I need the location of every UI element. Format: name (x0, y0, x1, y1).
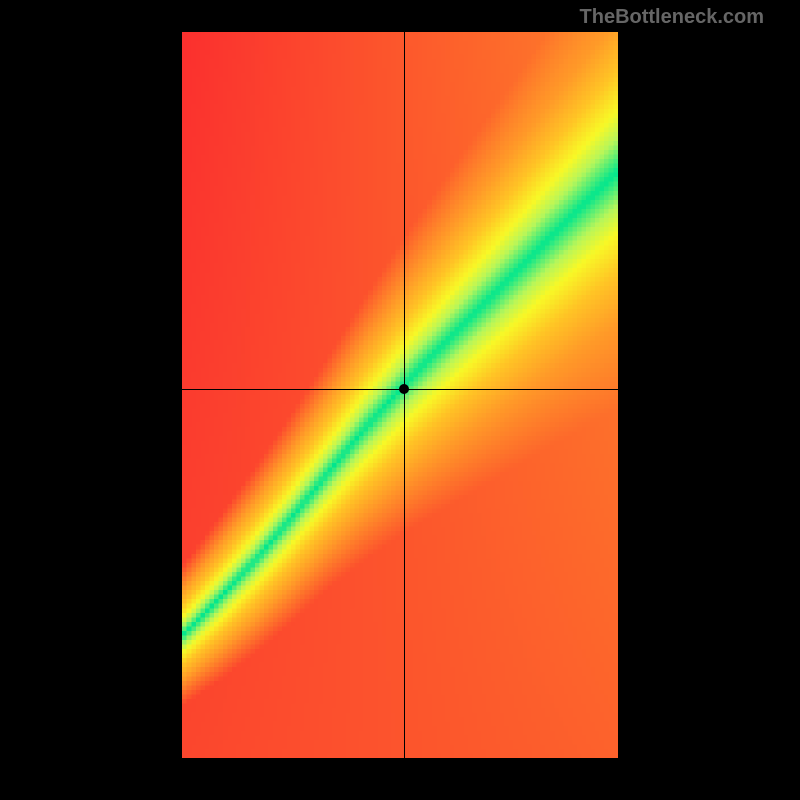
selected-point-marker (399, 384, 409, 394)
bottleneck-heatmap (37, 32, 763, 758)
source-watermark: TheBottleneck.com (580, 6, 764, 29)
crosshair-vertical (404, 32, 405, 758)
